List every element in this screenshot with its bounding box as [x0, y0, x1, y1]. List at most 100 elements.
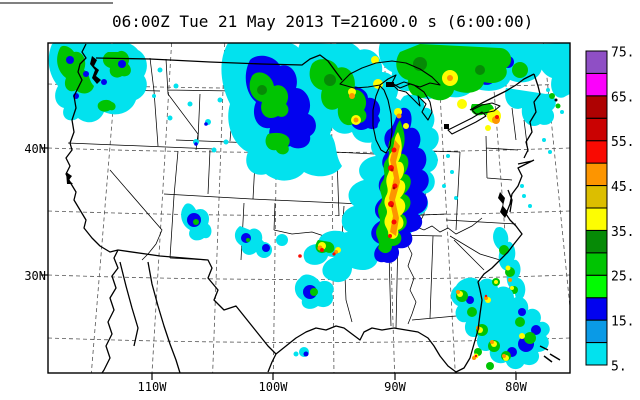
precip-contour: [467, 307, 477, 317]
precip-contour: [193, 219, 199, 225]
precip-contour: [560, 110, 564, 114]
precip-contour: [447, 75, 453, 81]
maine-island: [554, 98, 558, 102]
precip-contour: [187, 101, 193, 107]
precip-contour: [403, 123, 409, 129]
lake-st-clair: [444, 124, 449, 129]
meridian-90w: [383, 43, 395, 373]
precip-contour: [102, 50, 131, 78]
precip-contour: [332, 252, 336, 256]
precip-contour: [320, 248, 324, 252]
colorbar-cell-10: [585, 319, 608, 344]
precip-contour: [519, 333, 525, 339]
precip-contour: [474, 354, 478, 358]
precip-contour: [293, 351, 299, 357]
precip-contour: [524, 332, 536, 344]
precip-contour: [310, 288, 318, 296]
precip-contour: [97, 99, 116, 112]
colorbar-tick-label: 65.: [611, 90, 634, 105]
precip-contour: [396, 113, 402, 119]
precip-contour: [173, 83, 179, 89]
precip-contour: [475, 65, 485, 75]
precip-contour: [298, 254, 302, 258]
precip-contour: [505, 88, 556, 127]
precip-colorado-new-mexico: [234, 226, 288, 258]
precip-contour: [434, 158, 438, 162]
precip-contour: [83, 71, 89, 77]
precip-contour: [499, 245, 509, 255]
cape-mendocino: [66, 172, 73, 184]
precip-contour: [528, 204, 532, 208]
colorbar-cell-55: [585, 117, 608, 142]
colorbar-tick-label: 75.: [611, 45, 634, 60]
precip-contour: [457, 99, 467, 109]
precip-contour: [508, 278, 512, 282]
colorbar-cell-40: [585, 185, 608, 209]
colorbar-cell-65: [585, 72, 608, 97]
precip-contour: [502, 354, 506, 358]
precip-contour: [57, 45, 94, 94]
precip-contour: [265, 132, 290, 155]
precip-contour: [454, 196, 458, 200]
precip-contour: [537, 43, 570, 98]
precip-contour: [531, 325, 541, 335]
precip-contour: [495, 115, 499, 119]
precip-contour: [194, 142, 198, 146]
lon-label-90w: 90W: [384, 380, 406, 394]
precip-contour: [392, 186, 396, 190]
colorbar-cell-25: [585, 252, 608, 276]
colorbar-tick-label: 45.: [611, 180, 634, 195]
colorbar-cell-50: [585, 140, 608, 164]
precip-contour: [428, 144, 432, 148]
precip-florida-bahamas: [450, 277, 550, 370]
precip-contour: [276, 234, 288, 246]
colorbar-cell-20: [585, 274, 608, 299]
colorbar-cell-5: [585, 342, 608, 366]
precip-contour: [518, 308, 526, 316]
meridian-100w: [272, 43, 279, 373]
lon-label-100w: 100W: [259, 380, 289, 394]
bahamas-islands: [539, 345, 561, 363]
axis-ticks: [41, 147, 517, 380]
precip-contour: [152, 94, 156, 98]
parallel-35n: [48, 210, 570, 216]
precip-contour: [450, 170, 454, 174]
meridian-105w: [212, 43, 226, 373]
precip-contour: [390, 204, 394, 208]
colorbar-tick-label: 5.: [611, 359, 627, 374]
precip-contour: [217, 97, 223, 103]
precip-contour: [484, 294, 488, 298]
precip-contour: [555, 103, 561, 109]
precip-field: [48, 43, 570, 370]
precip-contour: [505, 265, 511, 271]
precip-contour: [493, 226, 526, 300]
map-area: [48, 43, 570, 373]
lon-label-110w: 110W: [138, 380, 168, 394]
meridian-115w: [90, 43, 119, 373]
precip-northern-system: [221, 43, 570, 181]
lon-label-80w: 80W: [505, 380, 527, 394]
precip-contour: [223, 139, 229, 145]
precip-contour: [353, 117, 359, 123]
title-datetime: 06:00Z Tue 21 May 2013: [112, 12, 324, 31]
colorbar-tick-label: 55.: [611, 135, 634, 150]
coastlines-borders: [65, 43, 561, 373]
precip-central-squall-line: [298, 94, 458, 283]
mackinac-strait: [386, 82, 394, 87]
precip-contour: [257, 85, 267, 95]
precip-contour: [262, 244, 270, 252]
precip-contour: [515, 317, 525, 327]
colorbar-cell-30: [585, 229, 608, 254]
precip-contour: [466, 296, 474, 304]
colorbar-cell-15: [585, 297, 608, 321]
precip-contour: [391, 147, 397, 153]
colorbar-cell-70: [585, 50, 608, 74]
precip-contour: [101, 79, 107, 85]
precip-contour: [522, 194, 526, 198]
puget-sound: [90, 56, 101, 84]
colorbar: 75. 65. 55. 45. 35. 25. 15. 5.: [585, 45, 634, 374]
great-lakes: [339, 60, 501, 154]
precip-carolina-coast: [493, 138, 552, 300]
map-frame: [47, 42, 571, 374]
